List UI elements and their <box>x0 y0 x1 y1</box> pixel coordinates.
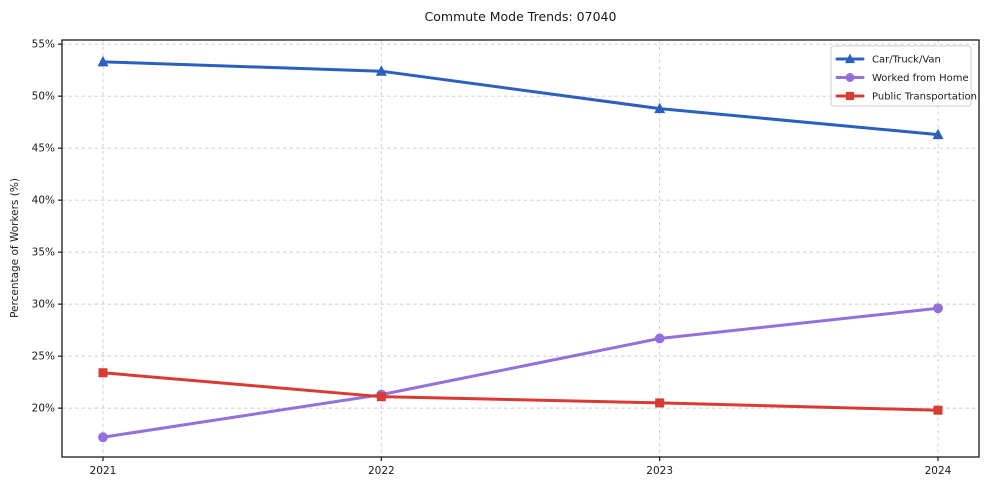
marker-public-transportation-2021 <box>98 368 108 378</box>
series-line-worked-from-home <box>101 306 940 439</box>
legend-marker-public-transportation <box>845 91 855 101</box>
legend-label-public-transportation: Public Transportation <box>872 92 977 103</box>
legend <box>830 45 972 107</box>
y-tick-label-25: 25% <box>32 351 55 363</box>
marker-car-truck-van-2023 <box>654 102 666 114</box>
chart-title: Commute Mode Trends: 07040 <box>424 9 617 24</box>
x-tick-label-2024: 2024 <box>925 465 952 477</box>
legend-label-car-truck-van: Car/Truck/Van <box>872 55 941 66</box>
y-tick-label-55: 55% <box>32 39 55 51</box>
plot-area <box>61 39 980 458</box>
legend-label-worked-from-home: Worked from Home <box>872 73 969 84</box>
marker-public-transportation-2023 <box>655 398 665 408</box>
series-line-public-transportation <box>101 371 940 412</box>
series-line-car-truck-van <box>101 60 940 137</box>
legend-marker-worked-from-home <box>845 73 855 82</box>
marker-worked-from-home-2023 <box>654 333 665 344</box>
marker-public-transportation-2022 <box>376 392 386 402</box>
marker-car-truck-van-2021 <box>97 55 109 67</box>
marker-car-truck-van-2024 <box>932 128 944 140</box>
y-tick-label-40: 40% <box>32 195 55 207</box>
x-tick-label-2023: 2023 <box>646 465 673 477</box>
marker-worked-from-home-2024 <box>933 303 943 314</box>
legend-marker-car-truck-van <box>845 53 855 64</box>
y-tick-label-20: 20% <box>32 403 55 415</box>
marker-worked-from-home-2021 <box>98 432 108 443</box>
y-tick-label-45: 45% <box>32 143 55 155</box>
x-tick-label-2021: 2021 <box>90 465 117 477</box>
marker-public-transportation-2024 <box>933 405 943 415</box>
y-tick-label-35: 35% <box>32 247 55 259</box>
y-tick-label-30: 30% <box>32 299 55 311</box>
marker-car-truck-van-2022 <box>375 65 387 76</box>
x-tick-label-2022: 2022 <box>368 465 395 477</box>
y-tick-label-50: 50% <box>32 91 55 103</box>
